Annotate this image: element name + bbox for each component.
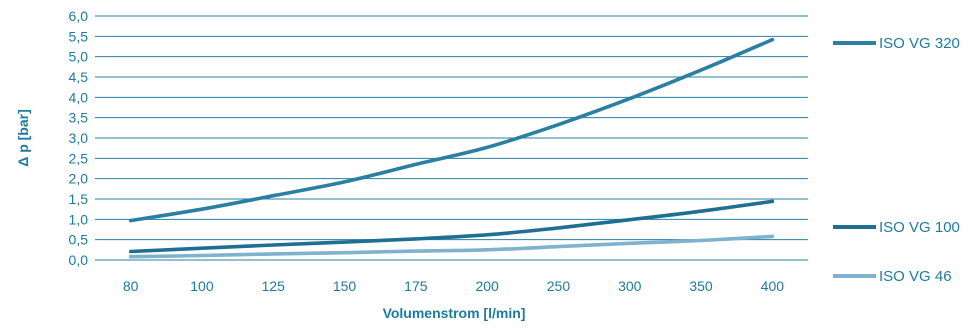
x-tick-label: 350 — [689, 278, 713, 294]
x-axis-title: Volumenstrom [l/min] — [383, 305, 526, 321]
legend-item-iso-vg-320: ISO VG 320 — [833, 35, 960, 52]
x-tick-label: 400 — [761, 278, 785, 294]
y-tick-label: 3,5 — [69, 110, 89, 126]
y-tick-label: 0,0 — [69, 252, 89, 268]
x-tick-label: 80 — [123, 278, 139, 294]
y-tick-label: 5,0 — [69, 49, 89, 65]
y-axis-title: Δ p [bar] — [15, 109, 31, 167]
legend-label: ISO VG 320 — [879, 35, 960, 52]
y-tick-label: 4,5 — [69, 69, 89, 85]
legend-item-iso-vg-46: ISO VG 46 — [833, 268, 952, 285]
y-tick-label: 0,5 — [69, 232, 89, 248]
gridlines — [95, 15, 808, 261]
y-axis-ticks: 0,0 0,5 1,0 1,5 2,0 2,5 3,0 3,5 4,0 4,5 5,0 5,5 6,0 — [69, 8, 89, 268]
legend-label: ISO VG 100 — [879, 219, 960, 236]
series-line-iso-vg-320 — [128, 37, 775, 223]
x-tick-label: 100 — [190, 278, 214, 294]
y-tick-label: 3,0 — [69, 130, 89, 146]
legend: ISO VG 320 ISO VG 100 ISO VG 46 — [833, 35, 960, 285]
y-tick-label: 4,0 — [69, 89, 89, 105]
y-tick-label: 2,5 — [69, 150, 89, 166]
y-tick-label: 6,0 — [69, 8, 89, 24]
y-tick-label: 1,0 — [69, 211, 89, 227]
legend-item-iso-vg-100: ISO VG 100 — [833, 219, 960, 236]
series-line-iso-vg-100 — [128, 199, 775, 254]
series-line-iso-vg-46 — [128, 234, 775, 259]
x-tick-label: 125 — [262, 278, 286, 294]
y-tick-label: 5,5 — [69, 28, 89, 44]
y-tick-label: 1,5 — [69, 191, 89, 207]
x-tick-label: 150 — [333, 278, 357, 294]
x-tick-label: 250 — [547, 278, 571, 294]
x-tick-label: 200 — [475, 278, 499, 294]
x-axis-ticks: 80 100 125 150 175 200 250 300 350 400 — [123, 278, 784, 294]
series-lines — [128, 37, 775, 259]
x-tick-label: 175 — [404, 278, 428, 294]
legend-label: ISO VG 46 — [879, 268, 952, 285]
x-tick-label: 300 — [618, 278, 642, 294]
y-tick-label: 2,0 — [69, 171, 89, 187]
